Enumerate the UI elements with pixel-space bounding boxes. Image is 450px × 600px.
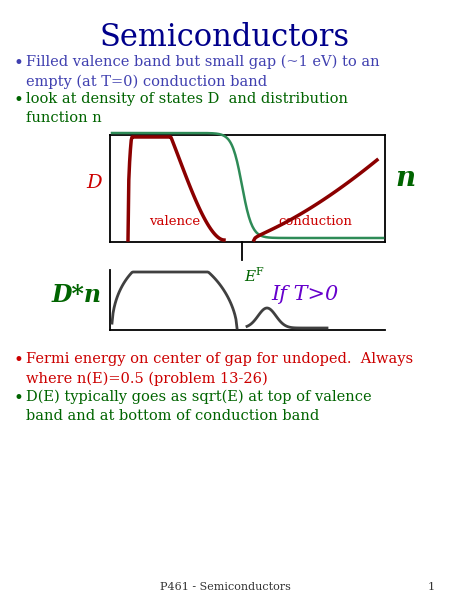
Text: Fermi energy on center of gap for undoped.  Always
where n(E)=0.5 (problem 13-26: Fermi energy on center of gap for undope… [26,352,413,386]
Text: conduction: conduction [278,215,352,228]
Text: P461 - Semiconductors: P461 - Semiconductors [160,582,290,592]
Text: n: n [395,165,415,192]
Text: If T>0: If T>0 [271,286,338,304]
Text: Semiconductors: Semiconductors [100,22,350,53]
Text: D: D [86,175,102,193]
Text: •: • [14,55,24,72]
Text: D*n: D*n [52,283,102,307]
Text: F: F [255,267,263,277]
Text: 1: 1 [428,582,435,592]
Text: E: E [244,270,255,284]
Text: D(E) typically goes as sqrt(E) at top of valence
band and at bottom of conductio: D(E) typically goes as sqrt(E) at top of… [26,390,372,424]
Text: valence: valence [149,215,201,228]
Text: •: • [14,92,24,109]
Text: •: • [14,390,24,407]
Text: Filled valence band but small gap (~1 eV) to an
empty (at T=0) conduction band: Filled valence band but small gap (~1 eV… [26,55,380,89]
Text: •: • [14,352,24,369]
Text: look at density of states D  and distribution
function n: look at density of states D and distribu… [26,92,348,125]
